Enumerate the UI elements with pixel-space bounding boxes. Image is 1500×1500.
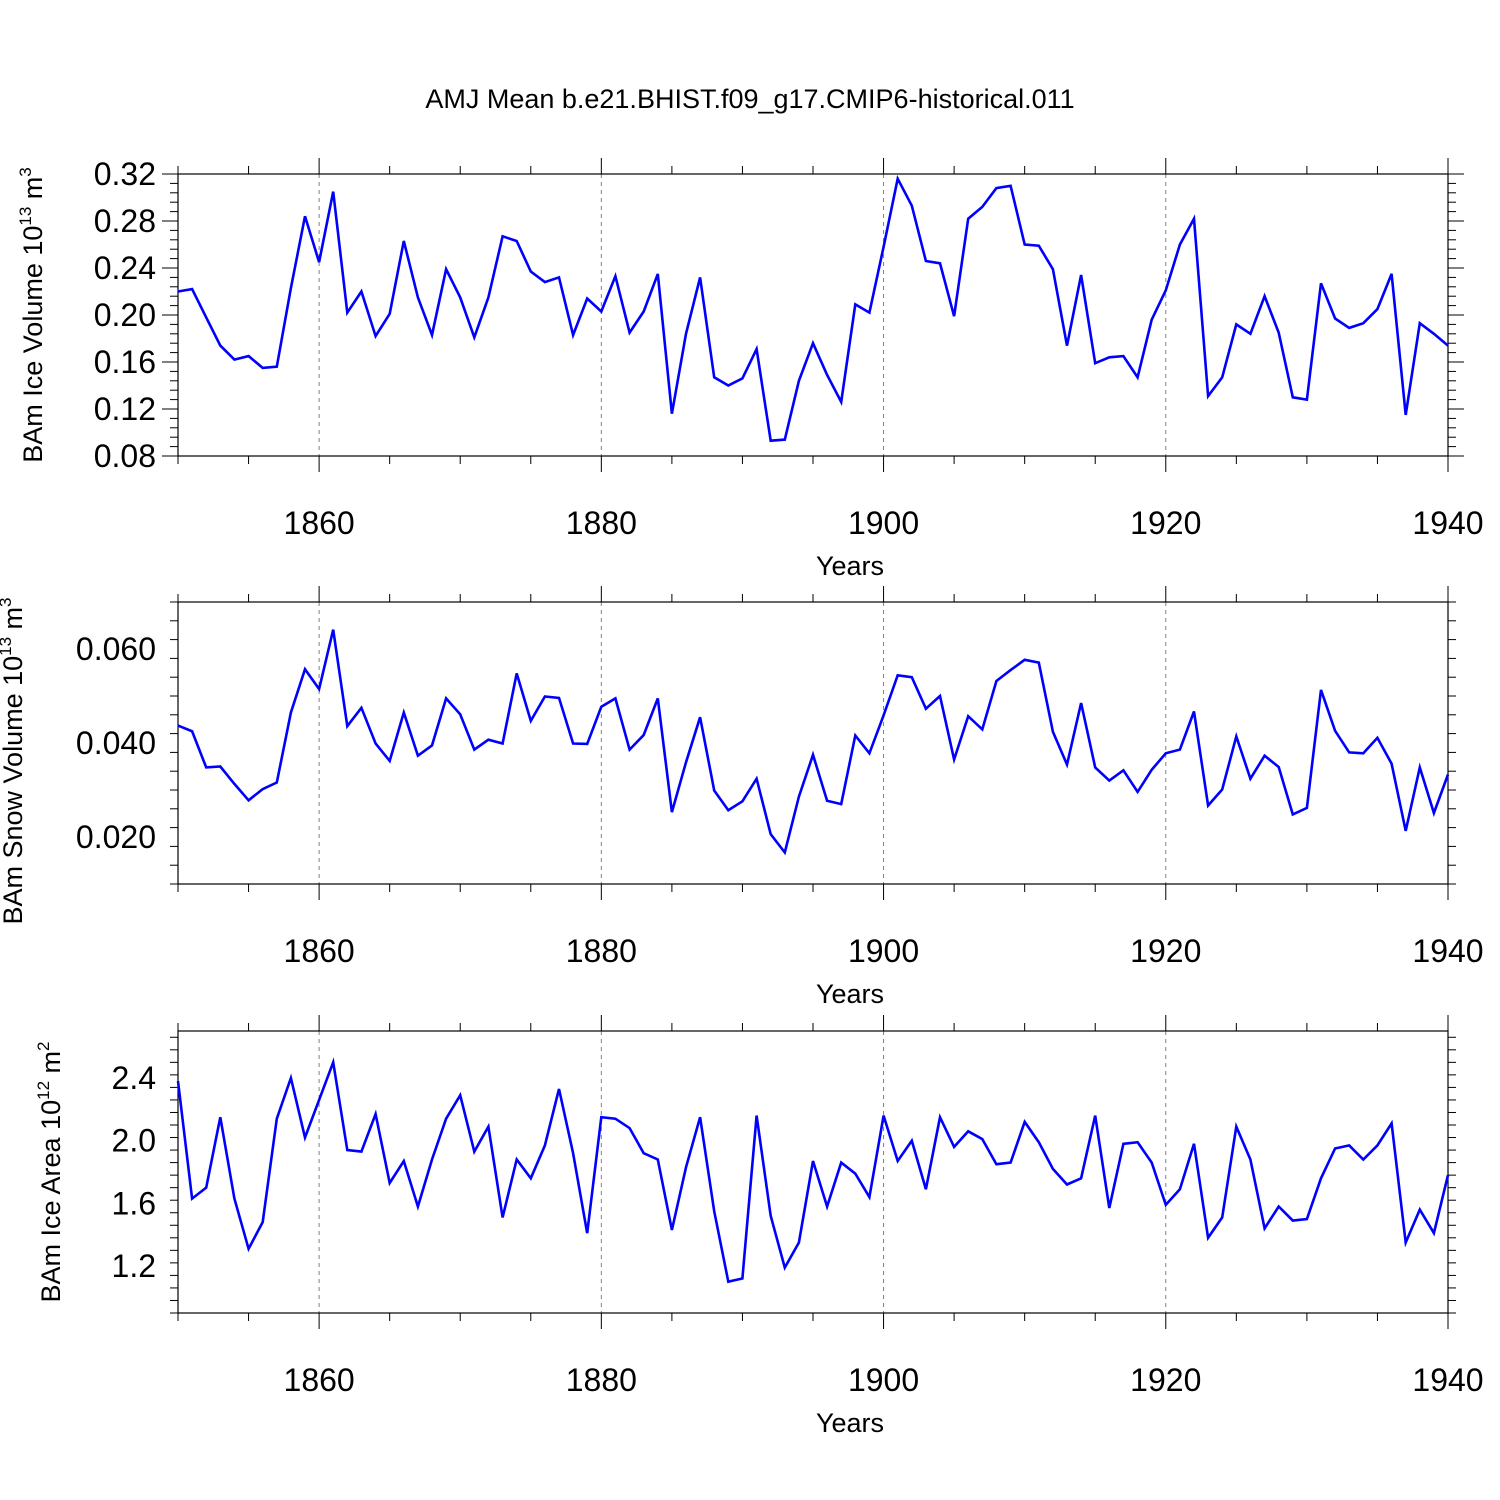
y-tick-label: 0.040: [76, 725, 156, 761]
x-tick-label: 1860: [284, 933, 355, 969]
y-tick-label: 0.32: [94, 156, 156, 192]
x-tick-label: 1920: [1130, 933, 1201, 969]
y-tick-label: 0.20: [94, 297, 156, 333]
y-tick-label: 0.16: [94, 344, 156, 380]
chart-panel-2: 1860 1880 1900 1920 1940 Years 0.020 0.040 0.060…: [0, 586, 1484, 1009]
y-tick-label: 0.12: [94, 391, 156, 427]
x-tick-label: 1860: [284, 505, 355, 541]
x-tick-label: 1900: [848, 505, 919, 541]
chart-title: AMJ Mean b.e21.BHIST.f09_g17.CMIP6-histo…: [425, 84, 1075, 114]
plot-frame: [177, 601, 1449, 885]
y-tick-label: 0.28: [94, 203, 156, 239]
y-tick-label: 0.24: [94, 250, 156, 286]
x-tick-label: 1900: [848, 1362, 919, 1398]
y-axis-label: BAm Ice Volume 1013 m3: [16, 167, 48, 463]
y-tick-label: 1.6: [112, 1185, 156, 1221]
x-tick-label: 1900: [848, 933, 919, 969]
x-tick-label: 1940: [1412, 1362, 1483, 1398]
x-tick-label: 1940: [1412, 933, 1483, 969]
y-tick-label: 0.060: [76, 631, 156, 667]
y-axis-label: BAm Ice Area 1012 m2: [34, 1042, 66, 1303]
x-axis-label: Years: [816, 1408, 884, 1438]
x-tick-label: 1880: [566, 933, 637, 969]
y-tick-label: 0.08: [94, 438, 156, 474]
x-tick-label: 1880: [566, 1362, 637, 1398]
x-tick-label: 1920: [1130, 1362, 1201, 1398]
x-tick-label: 1920: [1130, 505, 1201, 541]
chart-panel-3: 1860 1880 1900 1920 1940 Years 1.2 1.6 2.0 2.4 BAm…: [34, 1015, 1484, 1438]
y-tick-label: 1.2: [112, 1248, 156, 1284]
series-line: [177, 174, 1449, 443]
y-tick-label: 2.4: [112, 1060, 156, 1096]
x-tick-label: 1880: [566, 505, 637, 541]
series-line: [176, 1057, 1450, 1284]
series-line: [177, 629, 1450, 856]
x-axis-label: Years: [816, 979, 884, 1009]
chart-panel-1: 1860 1880 1900 1920 1940 Years 0.08 0.12 0.16 0.2…: [16, 156, 1484, 581]
x-tick-label: 1940: [1412, 505, 1483, 541]
x-axis-label: Years: [816, 551, 884, 581]
plot-frame: [177, 1030, 1449, 1314]
y-axis-label: BAm Snow Volume 1013 m3: [0, 597, 28, 924]
x-tick-label: 1860: [284, 1362, 355, 1398]
y-tick-label: 0.020: [76, 819, 156, 855]
y-tick-label: 2.0: [112, 1123, 156, 1159]
